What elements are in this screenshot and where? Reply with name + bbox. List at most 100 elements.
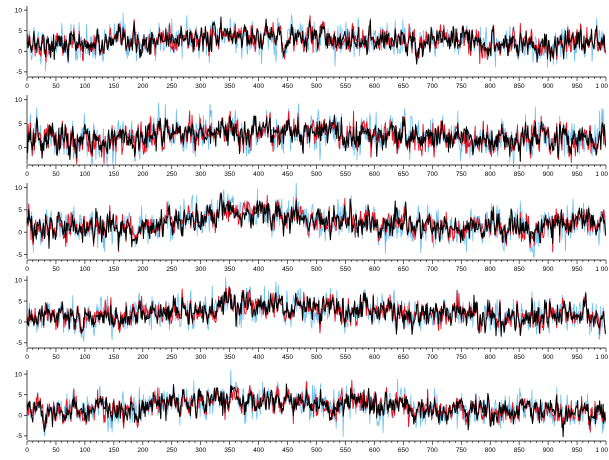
y-tick-label: 5 bbox=[18, 207, 22, 214]
x-tick-label: 450 bbox=[282, 354, 293, 361]
y-tick-label: 0 bbox=[18, 49, 22, 56]
x-tick-label: 450 bbox=[282, 83, 293, 90]
x-tick-label: 250 bbox=[166, 354, 177, 361]
x-tick-label: 150 bbox=[108, 266, 119, 273]
x-tick-label: 650 bbox=[398, 266, 409, 273]
x-tick-label: 900 bbox=[543, 171, 554, 178]
x-tick-label: 500 bbox=[311, 171, 322, 178]
x-tick-label: 1 00 bbox=[595, 447, 608, 454]
x-tick-label: 50 bbox=[52, 354, 60, 361]
y-tick-label: -5 bbox=[16, 252, 22, 259]
series-line-3 bbox=[26, 114, 606, 162]
x-tick-label: 200 bbox=[137, 447, 148, 454]
x-tick-label: 100 bbox=[79, 354, 90, 361]
x-tick-label: 350 bbox=[224, 354, 235, 361]
x-tick-label: 850 bbox=[514, 83, 525, 90]
y-tick-label: 5 bbox=[18, 121, 22, 128]
x-tick-label: 1 00 bbox=[595, 83, 608, 90]
x-tick-label: 700 bbox=[427, 171, 438, 178]
x-tick-label: 300 bbox=[195, 266, 206, 273]
x-tick-label: 450 bbox=[282, 266, 293, 273]
x-tick-label: 200 bbox=[137, 83, 148, 90]
x-tick-label: 850 bbox=[514, 266, 525, 273]
x-tick-label: 0 bbox=[25, 447, 29, 454]
x-tick-label: 850 bbox=[514, 354, 525, 361]
y-tick-label: 10 bbox=[15, 185, 23, 192]
x-tick-label: 650 bbox=[398, 354, 409, 361]
x-tick-label: 350 bbox=[224, 266, 235, 273]
x-tick-label: 250 bbox=[166, 171, 177, 178]
x-tick-label: 800 bbox=[485, 171, 496, 178]
x-tick-label: 400 bbox=[253, 83, 264, 90]
x-tick-label: 150 bbox=[108, 354, 119, 361]
x-tick-label: 700 bbox=[427, 447, 438, 454]
x-tick-label: 1 00 bbox=[595, 171, 608, 178]
x-tick-label: 900 bbox=[543, 83, 554, 90]
series-line-2 bbox=[26, 285, 606, 336]
x-tick-label: 300 bbox=[195, 354, 206, 361]
x-tick-label: 650 bbox=[398, 83, 409, 90]
x-tick-label: 100 bbox=[79, 266, 90, 273]
x-tick-label: 900 bbox=[543, 354, 554, 361]
y-tick-label: -5 bbox=[16, 69, 22, 76]
x-tick-label: 450 bbox=[282, 447, 293, 454]
y-tick-label: 10 bbox=[15, 277, 23, 284]
x-tick-label: 950 bbox=[572, 266, 583, 273]
x-tick-label: 250 bbox=[166, 83, 177, 90]
x-tick-label: 750 bbox=[456, 447, 467, 454]
x-tick-label: 350 bbox=[224, 83, 235, 90]
x-tick-label: 350 bbox=[224, 171, 235, 178]
x-tick-label: 250 bbox=[166, 266, 177, 273]
x-tick-label: 150 bbox=[108, 83, 119, 90]
x-tick-label: 750 bbox=[456, 171, 467, 178]
y-tick-label: -5 bbox=[16, 340, 22, 347]
x-tick-label: 700 bbox=[427, 266, 438, 273]
x-tick-label: 650 bbox=[398, 447, 409, 454]
x-tick-label: 950 bbox=[572, 447, 583, 454]
x-tick-label: 900 bbox=[543, 447, 554, 454]
x-tick-label: 600 bbox=[369, 266, 380, 273]
x-tick-label: 550 bbox=[340, 171, 351, 178]
x-tick-label: 50 bbox=[52, 83, 60, 90]
x-tick-label: 700 bbox=[427, 354, 438, 361]
x-tick-label: 450 bbox=[282, 171, 293, 178]
y-tick-label: 10 bbox=[15, 97, 23, 104]
x-tick-label: 550 bbox=[340, 447, 351, 454]
y-tick-label: 0 bbox=[18, 229, 22, 236]
series-line-3 bbox=[26, 287, 606, 337]
x-tick-label: 500 bbox=[311, 83, 322, 90]
x-tick-label: 0 bbox=[25, 171, 29, 178]
y-tick-label: 5 bbox=[18, 28, 22, 35]
series-line-3 bbox=[26, 192, 606, 251]
x-tick-label: 950 bbox=[572, 83, 583, 90]
x-tick-label: 350 bbox=[224, 447, 235, 454]
x-tick-label: 700 bbox=[427, 83, 438, 90]
series-line-3 bbox=[26, 383, 606, 438]
series-line-3 bbox=[26, 16, 606, 65]
y-tick-label: 0 bbox=[18, 145, 22, 152]
y-tick-label: 10 bbox=[15, 7, 23, 14]
x-tick-label: 600 bbox=[369, 83, 380, 90]
x-tick-label: 750 bbox=[456, 266, 467, 273]
y-tick-label: 5 bbox=[18, 298, 22, 305]
x-tick-label: 400 bbox=[253, 171, 264, 178]
x-tick-label: 800 bbox=[485, 447, 496, 454]
x-tick-label: 650 bbox=[398, 171, 409, 178]
x-tick-label: 50 bbox=[52, 171, 60, 178]
x-tick-label: 800 bbox=[485, 266, 496, 273]
x-tick-label: 300 bbox=[195, 171, 206, 178]
x-tick-label: 100 bbox=[79, 171, 90, 178]
x-tick-label: 950 bbox=[572, 354, 583, 361]
x-tick-label: 600 bbox=[369, 354, 380, 361]
x-tick-label: 0 bbox=[25, 354, 29, 361]
x-tick-label: 150 bbox=[108, 447, 119, 454]
x-tick-label: 550 bbox=[340, 83, 351, 90]
x-tick-label: 850 bbox=[514, 171, 525, 178]
x-tick-label: 400 bbox=[253, 266, 264, 273]
series-line-1 bbox=[26, 277, 606, 342]
